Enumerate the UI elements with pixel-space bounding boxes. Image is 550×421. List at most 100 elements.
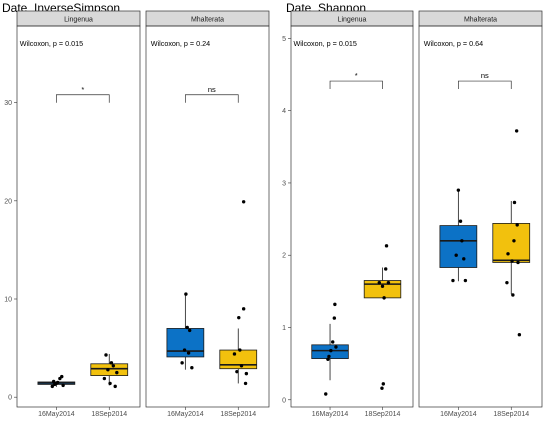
x-tick-label: 18Sep2014	[365, 411, 401, 418]
box-16May2014	[166, 328, 205, 358]
data-point	[380, 284, 385, 289]
box-18Sep2014	[492, 223, 531, 263]
wilcoxon-annotation: Wilcoxon, p = 0.015	[20, 39, 83, 48]
data-point	[512, 200, 517, 205]
data-point	[511, 293, 515, 297]
data-point	[187, 328, 192, 333]
box-18Sep2014	[219, 349, 258, 370]
data-point	[50, 384, 55, 389]
data-point	[238, 348, 242, 352]
x-tick-label: 18Sep2014	[91, 411, 127, 418]
data-point	[108, 381, 112, 386]
chart-0: Date_InverseSimpson0102030LingenuaWilcox…	[2, 1, 270, 418]
data-point	[377, 280, 381, 285]
data-point	[104, 353, 108, 357]
data-point	[505, 280, 509, 285]
data-point	[331, 340, 335, 344]
significance-label: ns	[208, 85, 216, 94]
data-point	[115, 370, 119, 375]
y-tick-label: 0	[282, 397, 286, 404]
data-point	[514, 129, 519, 133]
data-point	[451, 278, 455, 283]
data-point	[324, 392, 328, 396]
data-point	[506, 252, 510, 256]
data-point	[190, 366, 194, 370]
y-tick-label: 3	[282, 180, 286, 187]
data-point	[332, 316, 337, 320]
data-point	[239, 364, 244, 368]
data-point	[244, 371, 249, 376]
data-point	[243, 381, 248, 386]
data-point	[334, 345, 338, 349]
data-point	[327, 354, 331, 359]
y-tick-label: 10	[4, 297, 12, 304]
panel-border	[418, 25, 543, 408]
panel-border	[16, 25, 141, 408]
data-point	[515, 223, 519, 227]
data-point	[510, 259, 514, 263]
data-point	[241, 200, 246, 204]
significance-label: *	[355, 71, 358, 80]
data-point	[182, 348, 187, 352]
x-tick-label: 16May2014	[312, 411, 349, 418]
wilcoxon-annotation: Wilcoxon, p = 0.64	[424, 39, 483, 48]
data-point	[109, 361, 114, 365]
data-point	[326, 357, 330, 361]
data-point	[60, 374, 64, 379]
data-point	[462, 257, 466, 261]
wilcoxon-annotation: Wilcoxon, p = 0.015	[293, 39, 356, 48]
data-point	[180, 361, 184, 365]
box-16May2014	[439, 225, 478, 268]
data-point	[185, 325, 189, 330]
x-tick-label: 16May2014	[167, 411, 204, 418]
significance-bracket	[329, 80, 383, 90]
wilcoxon-annotation: Wilcoxon, p = 0.24	[151, 39, 210, 48]
data-point	[186, 351, 191, 355]
facet-label: Lingenua	[338, 16, 367, 23]
data-point	[106, 367, 110, 372]
facet-label: Mhalterata	[191, 16, 224, 23]
facet-label: Lingenua	[64, 16, 93, 23]
data-point	[456, 188, 461, 192]
significance-bracket	[185, 94, 239, 103]
data-point	[517, 333, 522, 337]
data-point	[380, 386, 384, 390]
y-tick-label: 4	[282, 108, 286, 115]
data-point	[381, 382, 386, 386]
data-point	[384, 267, 388, 271]
data-point	[516, 260, 520, 265]
data-point	[54, 381, 59, 386]
significance-label: *	[81, 85, 84, 94]
data-point	[382, 296, 386, 300]
y-tick-label: 0	[8, 395, 12, 402]
panel-border	[290, 25, 414, 408]
data-point	[512, 239, 516, 243]
facet-label: Mhalterata	[464, 16, 497, 23]
significance-bracket	[56, 94, 110, 103]
data-point	[384, 244, 389, 248]
data-point	[241, 307, 246, 311]
panel-border	[145, 25, 270, 408]
data-point	[454, 253, 458, 257]
facet-0: Lingenua Wilcoxon, p = 0.015 * 16May2014 18S…	[16, 10, 141, 418]
data-point	[458, 219, 463, 223]
data-point	[329, 348, 333, 353]
y-tick-label: 1	[282, 325, 286, 332]
data-point	[232, 352, 237, 356]
data-point	[333, 302, 337, 307]
x-tick-label: 16May2014	[38, 411, 75, 418]
data-point	[51, 379, 56, 384]
facet-1: Mhalterata Wilcoxon, p = 0.24 ns 16May2014 1…	[145, 10, 270, 418]
y-tick-label: 30	[4, 100, 12, 107]
data-point	[113, 384, 117, 389]
facet-0: Lingenua Wilcoxon, p = 0.015 * 16May2014 18S…	[290, 10, 414, 418]
data-point	[235, 369, 239, 374]
x-tick-label: 18Sep2014	[493, 411, 529, 418]
significance-bracket	[458, 80, 512, 90]
data-point	[111, 364, 116, 368]
x-tick-label: 16May2014	[440, 411, 477, 418]
data-point	[102, 376, 107, 381]
significance-label: ns	[481, 71, 489, 80]
y-tick-label: 5	[282, 36, 286, 43]
